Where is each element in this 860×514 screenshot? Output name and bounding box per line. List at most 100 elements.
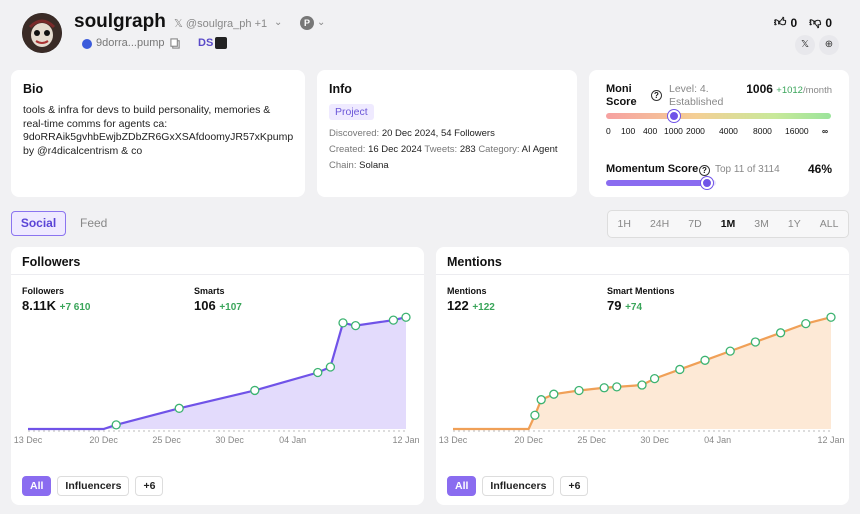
momentum-rank: Top 11 of 3114: [715, 164, 780, 175]
copy-icon[interactable]: [170, 38, 181, 49]
bio-text: tools & infra for devs to build personal…: [23, 104, 294, 157]
moni-score-card: Moni Score ? Level: 4. Established 1006 …: [589, 70, 849, 197]
range-7d[interactable]: 7D: [688, 218, 702, 230]
x-tick-label: 13 Dec: [14, 435, 43, 445]
discovered-row: Discovered: 20 Dec 2024, 54 Followers: [329, 128, 495, 139]
moni-score-value: 1006 +1012/month: [746, 82, 832, 96]
range-1y[interactable]: 1Y: [787, 218, 801, 230]
momentum-score-label: Momentum Score: [606, 163, 699, 175]
followers-stat-value: 8.11K +7 610: [22, 298, 91, 313]
downvote-button[interactable]: 👎︎ 0: [809, 15, 832, 30]
dexscreener-icon[interactable]: [215, 37, 227, 49]
scale-tick: ∞: [822, 126, 829, 136]
momentum-score-value: 46%: [807, 162, 832, 176]
twitter-handle[interactable]: 𝕏 @soulgra_ph +1: [174, 18, 268, 30]
range-3m[interactable]: 3M: [754, 218, 769, 230]
downvote-count: 0: [825, 15, 832, 30]
solana-icon: [82, 39, 92, 49]
category-tag[interactable]: Project: [329, 104, 374, 120]
mentions-card: Mentions Mentions 122 +122 Smart Mention…: [436, 247, 849, 505]
pill-more[interactable]: +6: [560, 476, 589, 496]
avatar[interactable]: [22, 13, 62, 53]
upvote-count: 0: [790, 15, 798, 30]
mentions-title: Mentions: [447, 255, 502, 269]
mentions-chart[interactable]: 13 Dec 20 Dec 25 Dec 30 Dec 04 Jan 12 Jan: [436, 307, 849, 447]
chain-row: Chain: Solana: [329, 160, 389, 171]
info-title: Info: [329, 82, 352, 96]
x-tick-label: 04 Jan: [279, 435, 306, 445]
scale-tick: 16000: [785, 126, 809, 136]
x-tick-label: 25 Dec: [577, 435, 606, 445]
contract-address: 9dorra...pump: [96, 37, 165, 49]
data-point: [111, 420, 121, 430]
data-point: [325, 362, 336, 372]
data-point: [338, 318, 348, 328]
data-point: [574, 385, 584, 396]
range-1h[interactable]: 1H: [617, 218, 631, 230]
scale-tick: 1000: [664, 126, 683, 136]
chevron-down-icon[interactable]: ⌄: [317, 17, 326, 28]
followers-card: Followers Followers 8.11K +7 610 Smarts …: [11, 247, 424, 505]
moni-score-bar: [606, 113, 831, 119]
platform-icon[interactable]: P: [300, 16, 314, 30]
moni-score-label: Moni Score: [606, 83, 637, 108]
globe-icon[interactable]: ⊕: [819, 35, 839, 55]
area-fill: [28, 317, 406, 429]
x-tick-label: 12 Jan: [392, 435, 419, 445]
followers-chart[interactable]: 13 Dec 20 Dec 25 Dec 30 Dec 04 Jan 12 Jan: [11, 307, 424, 447]
moni-scale: 0 100 400 1000 2000 4000 8000 16000 ∞: [606, 126, 836, 138]
data-point: [612, 382, 622, 392]
momentum-bar: [606, 180, 716, 186]
x-tick-label: 30 Dec: [215, 435, 244, 445]
pill-all[interactable]: All: [22, 476, 52, 496]
moni-score-marker: [668, 110, 680, 122]
followers-title: Followers: [22, 255, 81, 269]
smarts-stat-value: 106 +107: [194, 298, 242, 313]
pill-influencers[interactable]: Influencers: [57, 476, 130, 496]
profile-name: soulgraph: [74, 11, 166, 32]
x-tick-label: 30 Dec: [640, 435, 669, 445]
scale-tick: 2000: [686, 126, 705, 136]
data-point: [700, 355, 710, 365]
data-point: [530, 410, 540, 420]
x-tick-label: 20 Dec: [514, 435, 543, 445]
data-point: [675, 364, 685, 375]
data-point: [388, 315, 399, 325]
range-1m[interactable]: 1M: [720, 218, 736, 230]
area-fill: [453, 317, 831, 429]
bio-card: Bio tools & infra for devs to build pers…: [11, 70, 305, 197]
data-point: [536, 395, 546, 405]
data-point: [775, 328, 786, 338]
tab-feed[interactable]: Feed: [80, 216, 108, 230]
mentions-stat-value: 122 +122: [447, 298, 495, 313]
data-point: [637, 380, 647, 390]
x-tick-label: 04 Jan: [704, 435, 731, 445]
range-all[interactable]: ALL: [819, 218, 839, 230]
chevron-down-icon[interactable]: ⌄: [274, 17, 283, 28]
x-tick-label: 20 Dec: [89, 435, 118, 445]
created-row: Created: 16 Dec 2024 Tweets: 283 Categor…: [329, 144, 558, 155]
upvote-button[interactable]: 👍︎ 0: [774, 15, 797, 30]
momentum-marker: [701, 177, 714, 189]
help-icon[interactable]: ?: [699, 165, 710, 176]
data-point: [826, 312, 836, 322]
bio-title: Bio: [23, 82, 44, 96]
data-point: [599, 383, 609, 393]
pill-all[interactable]: All: [447, 476, 477, 496]
pill-more[interactable]: +6: [135, 476, 164, 496]
moni-level: Level: 4. Established: [669, 83, 724, 108]
dexscreener-label[interactable]: DS: [198, 37, 214, 49]
data-point: [801, 318, 811, 329]
help-icon[interactable]: ?: [651, 90, 662, 101]
smart-mentions-stat-label: Smart Mentions: [607, 286, 675, 296]
smart-mentions-stat-value: 79 +74: [607, 298, 643, 313]
pill-influencers[interactable]: Influencers: [482, 476, 555, 496]
thumbs-down-icon: 👎︎: [809, 15, 822, 29]
data-point: [725, 346, 735, 356]
data-point: [649, 373, 660, 384]
info-card: Info Project Discovered: 20 Dec 2024, 54…: [317, 70, 577, 197]
x-icon[interactable]: 𝕏: [795, 35, 815, 55]
range-24h[interactable]: 24H: [649, 218, 670, 230]
scale-tick: 400: [643, 126, 658, 136]
tab-social[interactable]: Social: [11, 211, 66, 236]
